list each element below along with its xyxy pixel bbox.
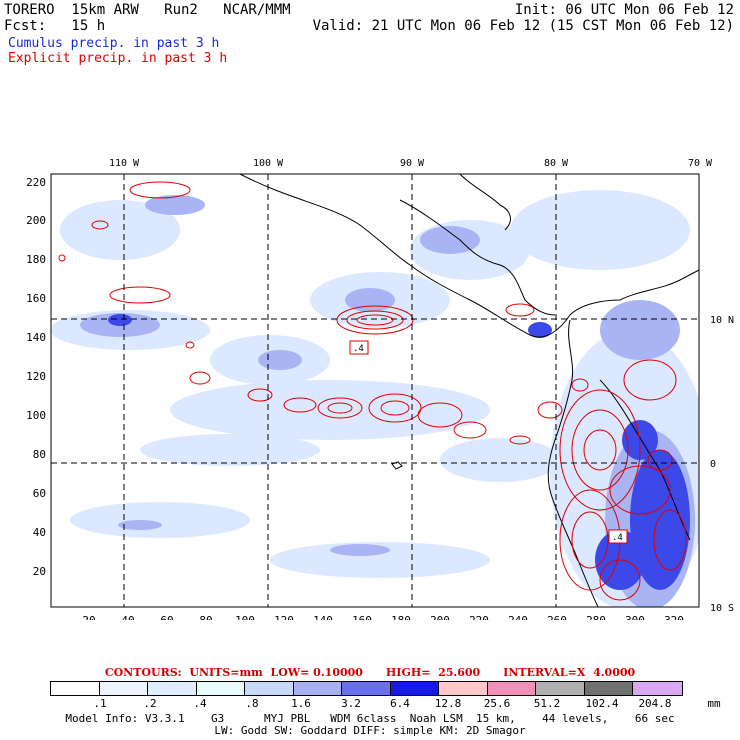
colorbar-label: .1	[93, 697, 107, 710]
bottom-tick-labels: 20 40 60 80 100 120 140 160 180 200 220 …	[82, 614, 684, 620]
precip-colorbar	[50, 681, 683, 696]
x-tick: 140	[313, 614, 333, 620]
y-tick: 200	[26, 214, 46, 227]
lat-label-10s: 10 S	[710, 603, 734, 614]
precip-map: 110 W 100 W 90 W 80 W 70 W 10 N 0 10 S 2…	[26, 158, 734, 620]
y-tick: 60	[33, 487, 46, 500]
y-tick: 20	[33, 565, 46, 578]
contour-label: .4	[353, 344, 364, 354]
colorbar-swatch	[536, 682, 585, 695]
init-time: Init: 06 UTC Mon 06 Feb 12	[514, 2, 734, 18]
left-tick-labels: 220 200 180 160 140 120 100 80 60 40 20	[26, 176, 46, 578]
x-tick: 40	[121, 614, 134, 620]
model-title: TORERO 15km ARW Run2 NCAR/MMM	[4, 2, 291, 18]
legend-cumulus: Cumulus precip. in past 3 h	[8, 36, 220, 51]
x-tick: 120	[274, 614, 294, 620]
colorbar-unit: mm	[707, 697, 721, 710]
colorbar-swatch	[390, 682, 439, 695]
explicit-contours	[58, 181, 687, 601]
colorbar-label: 51.2	[533, 697, 561, 710]
map-frame	[50, 173, 700, 608]
colorbar-label: 12.8	[434, 697, 462, 710]
y-tick: 140	[26, 331, 46, 344]
contour-label: .4	[612, 533, 623, 543]
central-america-coast	[239, 174, 699, 338]
colorbar-swatch	[51, 682, 100, 695]
colorbar-label: 3.2	[341, 697, 361, 710]
colorbar-label: 102.4	[585, 697, 619, 710]
lon-label-110w: 110 W	[109, 158, 140, 169]
x-tick: 300	[625, 614, 645, 620]
lon-label-80w: 80 W	[544, 158, 569, 169]
x-tick: 100	[235, 614, 255, 620]
yucatan-outline	[459, 174, 511, 231]
legend-explicit: Explicit precip. in past 3 h	[8, 51, 228, 66]
x-tick: 240	[508, 614, 528, 620]
x-tick: 220	[469, 614, 489, 620]
lon-label-90w: 90 W	[400, 158, 425, 169]
colorbar-swatch	[293, 682, 342, 695]
y-tick: 80	[33, 448, 46, 461]
lon-label-100w: 100 W	[253, 158, 284, 169]
x-tick: 80	[199, 614, 212, 620]
y-tick: 180	[26, 253, 46, 266]
x-tick: 200	[430, 614, 450, 620]
map-content: .4 .4	[51, 174, 699, 607]
colorbar-swatch	[342, 682, 391, 695]
colorbar-swatch	[196, 682, 245, 695]
x-tick: 60	[160, 614, 173, 620]
x-tick: 280	[586, 614, 606, 620]
colorbar-label: .4	[193, 697, 207, 710]
contour-label-box-2: .4	[608, 529, 628, 544]
colorbar-swatch	[439, 682, 488, 695]
y-tick: 160	[26, 292, 46, 305]
colorbar-swatch	[245, 682, 294, 695]
colorbar-label: 204.8	[638, 697, 672, 710]
colorbar-swatch	[487, 682, 536, 695]
caribbean-coast	[399, 199, 556, 316]
colorbar-swatch	[584, 682, 633, 695]
colorbar-label: .8	[245, 697, 259, 710]
model-info-line-1: Model Info: V3.3.1 G3 MYJ PBL WDM 6class…	[65, 712, 675, 725]
y-tick: 120	[26, 370, 46, 383]
colorbar-label: 1.6	[291, 697, 311, 710]
graticule	[51, 174, 699, 607]
y-tick: 40	[33, 526, 46, 539]
colorbar-swatch	[148, 682, 197, 695]
contours-info: CONTOURS: UNITS=mm LOW= 0.10000 HIGH= 25…	[104, 666, 636, 679]
x-tick: 180	[391, 614, 411, 620]
x-tick: 320	[664, 614, 684, 620]
colorbar-label: .2	[143, 697, 157, 710]
lat-label-0: 0	[710, 459, 716, 470]
colorbar-label: 6.4	[390, 697, 410, 710]
colorbar-swatch	[99, 682, 148, 695]
model-info-line-2: LW: Godd SW: Goddard DIFF: simple KM: 2D…	[214, 724, 526, 737]
colorbar-label: 25.6	[483, 697, 511, 710]
x-tick: 260	[547, 614, 567, 620]
contour-label-box-1: .4	[349, 340, 369, 355]
y-tick: 100	[26, 409, 46, 422]
lon-label-70w: 70 W	[688, 158, 713, 169]
colorbar-labels: .1 .2 .4 .8 1.6 3.2 6.4 12.8 25.6 51.2 1…	[0, 697, 740, 710]
lat-label-10n: 10 N	[710, 315, 734, 326]
y-tick: 220	[26, 176, 46, 189]
valid-time: Valid: 21 UTC Mon 06 Feb 12 (15 CST Mon …	[312, 18, 734, 34]
x-tick: 160	[352, 614, 372, 620]
x-tick: 20	[82, 614, 95, 620]
forecast-hour: Fcst: 15 h	[4, 18, 106, 34]
colorbar-swatch	[633, 682, 682, 695]
